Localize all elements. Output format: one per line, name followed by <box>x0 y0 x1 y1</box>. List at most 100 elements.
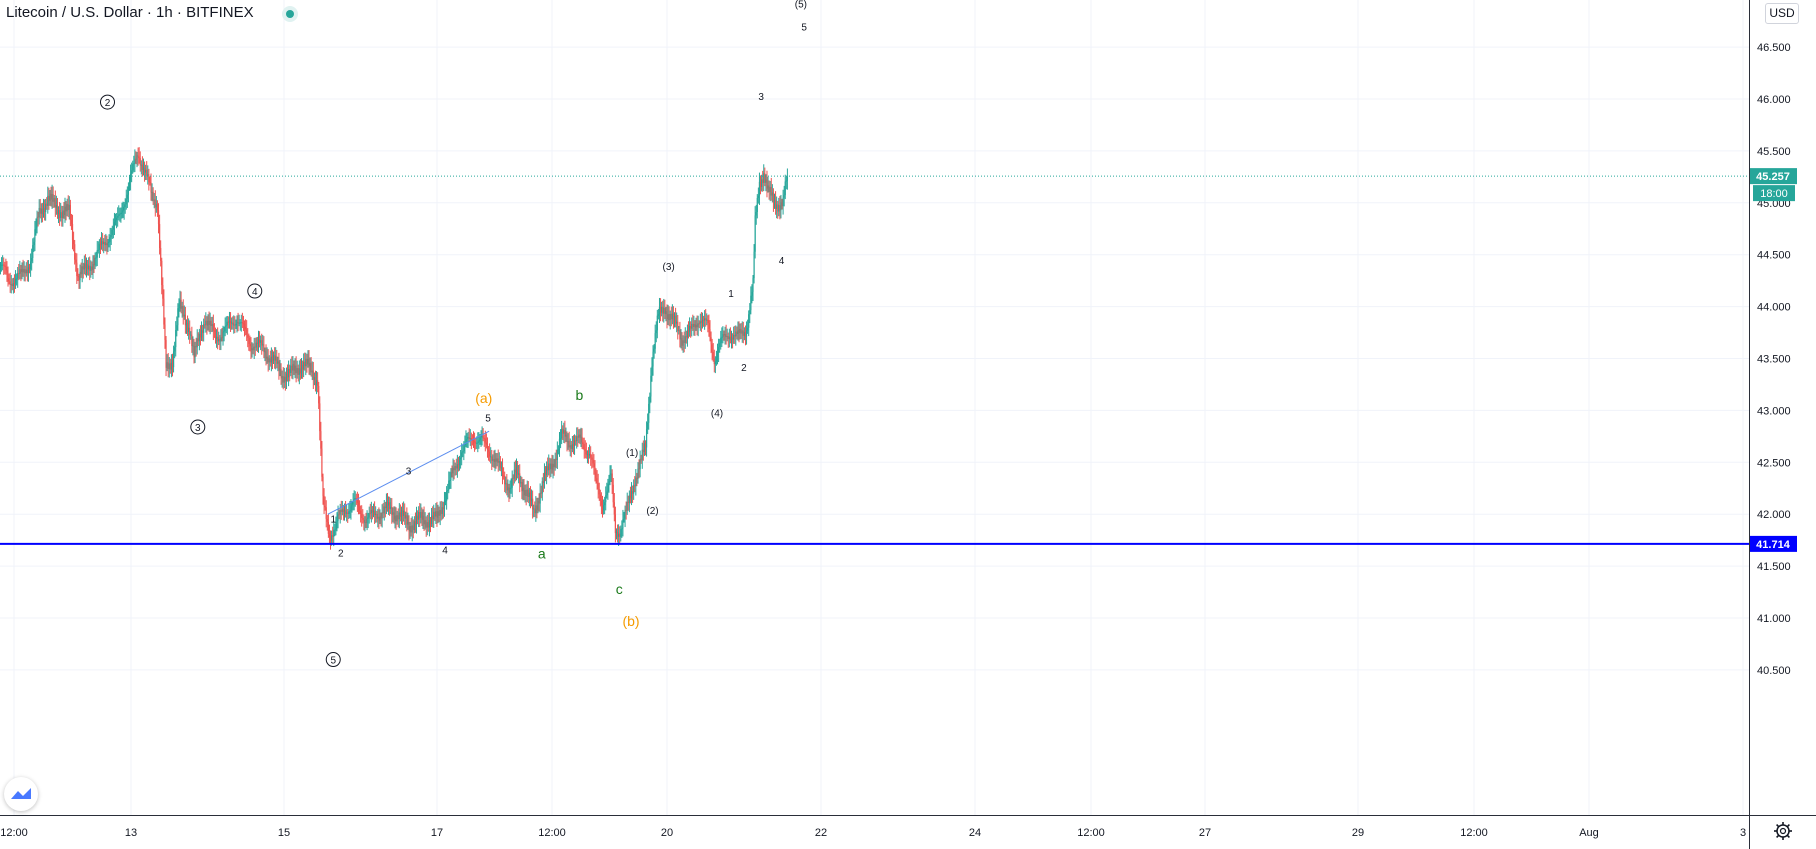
candle-body <box>536 505 538 510</box>
candle-body <box>516 465 519 475</box>
candle-body <box>648 403 650 423</box>
candle-body <box>370 509 372 514</box>
candle-body <box>148 174 150 183</box>
candle-body <box>226 321 228 326</box>
candle-body <box>93 264 95 266</box>
candle-body <box>554 458 556 468</box>
candle-body <box>372 510 375 513</box>
candle-body <box>60 212 62 218</box>
gear-icon[interactable] <box>1770 818 1796 844</box>
wave-label: 1 <box>330 514 336 525</box>
candle-body <box>269 358 271 363</box>
candle-body <box>756 197 758 212</box>
candle-body <box>137 155 139 157</box>
candle-body <box>202 330 204 333</box>
candle-body <box>410 526 412 533</box>
candle-body <box>313 377 315 380</box>
price-tick-label: 44.000 <box>1757 302 1791 314</box>
candle-body <box>135 158 137 160</box>
wave-label: 5 <box>801 22 807 33</box>
candle-body <box>371 509 374 513</box>
candle-body <box>477 441 479 443</box>
candle-body <box>491 456 493 461</box>
candle-body <box>365 521 367 524</box>
candle-body <box>553 463 555 468</box>
candle-body <box>243 323 246 328</box>
candle-body <box>449 480 451 482</box>
tradingview-logo-icon[interactable] <box>4 777 38 811</box>
candle-body <box>309 362 311 367</box>
candle-body <box>634 485 636 487</box>
candle-body <box>399 512 401 517</box>
candle-body <box>614 514 616 534</box>
candle-body <box>706 319 708 321</box>
candle-body <box>604 502 606 506</box>
candle-body <box>71 223 74 241</box>
candle-body <box>291 365 293 371</box>
candle-body <box>464 443 466 446</box>
candle-body <box>17 273 19 279</box>
candle-body <box>221 337 223 339</box>
last-price-label: 45.257 <box>1756 171 1790 183</box>
candle-body <box>594 467 596 473</box>
candle-body <box>779 205 781 211</box>
candle-body <box>361 513 363 519</box>
candle-body <box>231 322 233 324</box>
candle-body <box>768 185 770 193</box>
candle-body <box>59 210 61 218</box>
candle-body <box>114 220 117 223</box>
candle-body <box>245 327 247 330</box>
candle-body <box>142 167 145 171</box>
candle-body <box>713 358 715 365</box>
candle-body <box>220 337 222 342</box>
time-tick-label: 24 <box>969 827 981 839</box>
candle-body <box>88 265 90 270</box>
candle-body <box>653 348 655 352</box>
candle-body <box>664 308 666 315</box>
candle-body <box>235 323 237 326</box>
candle-body <box>510 487 512 489</box>
candle-body <box>778 205 780 212</box>
candle-body <box>350 506 352 511</box>
candle-body <box>559 438 562 440</box>
wave-label-circled: 4 <box>252 287 258 298</box>
candle-body <box>605 495 607 503</box>
time-tick-label: 22 <box>815 827 827 839</box>
candle-body <box>356 500 358 503</box>
candle-body <box>556 449 558 461</box>
wave-circle <box>247 283 263 299</box>
candle-body <box>421 512 423 520</box>
candle-body <box>486 444 489 450</box>
candle-body <box>393 512 395 520</box>
candle-body <box>447 490 449 492</box>
candle-body <box>721 336 723 338</box>
candle-body <box>437 511 439 518</box>
candle-body <box>197 338 199 342</box>
candle-body <box>196 338 198 348</box>
candle-body <box>667 314 669 320</box>
candle-body <box>525 490 527 497</box>
candle-body <box>319 403 321 432</box>
candle-body <box>329 536 332 541</box>
candle-body <box>0 264 3 266</box>
candle-body <box>46 203 48 206</box>
candle-body <box>548 463 550 471</box>
currency-button[interactable]: USD <box>1765 3 1799 24</box>
symbol-title[interactable]: Litecoin / U.S. Dollar · 1h · BITFINEX <box>6 4 254 21</box>
candle-body <box>368 513 370 518</box>
candle-body <box>297 368 299 375</box>
candle-body <box>460 457 462 460</box>
candle-body <box>305 358 307 367</box>
candle-body <box>323 495 325 506</box>
candle-body <box>225 325 227 327</box>
candle-body <box>43 207 46 212</box>
candle-body <box>493 459 495 462</box>
candle-body <box>776 204 778 209</box>
candle-body <box>64 206 66 215</box>
candle-body <box>663 308 665 314</box>
wave-label-green: a <box>538 546 546 562</box>
candle-body <box>282 375 284 383</box>
candle-body <box>492 459 494 461</box>
candle-body <box>11 283 13 287</box>
